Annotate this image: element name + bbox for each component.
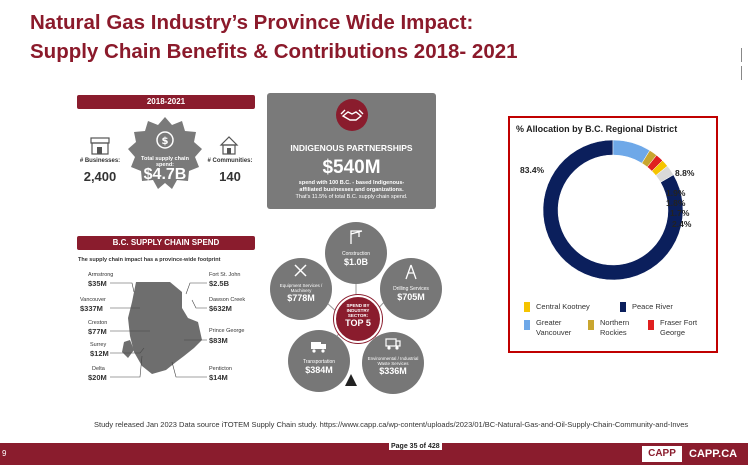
data-label-peace-river: 83.4% [520,165,545,175]
svg-text:$: $ [162,136,169,147]
center-line-3: SECTOR: [347,313,369,318]
spend-value: $4.7B [143,166,187,183]
businesses-value: 2,400 [83,169,117,184]
center-line-2: INDUSTRY [346,308,370,313]
data-label-other: 2.4% [672,219,692,229]
indigenous-line-2: affiliated businesses and organizations. [299,187,404,193]
indigenous-title: INDIGENOUS PARTNERSHIPS [290,143,413,153]
center-top: TOP 5 [345,318,371,328]
capp-site: CAPP.CA [689,448,738,460]
communities-label: # Communities: [207,158,253,164]
data-label-greater-vancouver: 8.8% [675,168,695,178]
legend-swatch-northern-rockies [588,320,594,330]
slide-number: 9 [2,449,7,458]
region-value: $20M [88,373,107,382]
region-value: $12M [90,349,109,358]
sector-label: Construction [341,251,371,257]
sector-label: Environmental / Industrial Waste Service… [367,356,419,366]
data-label-fraser-fort-george: 1.8% [666,198,686,208]
page-indicator: Page 35 of 428 [389,443,442,450]
store-icon [90,137,110,155]
waste-truck-icon [385,338,401,350]
houses-icon [219,136,239,155]
period-banner: 2018-2021 [77,95,255,109]
sector-bubble-equipment: Equipment Services / Machinery $778M [270,258,332,320]
slide-title: Natural Gas Industry’s Province Wide Imp… [30,8,518,66]
sector-label: Equipment Services / Machinery [279,283,323,293]
title-line-2: Supply Chain Benefits & Contributions 20… [30,40,518,63]
donut-slice-peace-river [542,139,684,281]
sector-value: $1.0B [343,257,369,267]
legend-label-greater-vancouver: Greater Vancouver [536,318,572,337]
legend-label-fraser-fort-george: Fraser Fort George [660,318,698,337]
sector-value: $384M [305,365,333,375]
source-footnote: Study released Jan 2023 Data source iTOT… [94,420,689,429]
legend-label-peace-river: Peace River [632,302,673,311]
region-label: Creston [88,320,108,326]
legend-swatch-greater-vancouver [524,320,530,330]
legend-swatch-peace-river [620,302,626,312]
data-label-central-kootney: 1.7% [670,208,690,218]
legend-label-northern-rockies: Northern Rockies [600,318,630,337]
region-label: Surrey [90,342,107,348]
region-label: Delta [92,366,105,372]
chart-title: % Allocation by B.C. Regional District [516,124,678,134]
sector-bubble-environmental: Environmental / Industrial Waste Service… [362,332,424,394]
sector-bubble-transportation: Transportation $384M [288,330,350,392]
region-value: $83M [209,336,228,345]
wrench-icon [294,264,307,277]
sector-label: Drilling Services [393,286,429,292]
region-label: Armstrong [88,272,114,278]
donut-chart [542,139,684,281]
data-label-northern-rockies: 1.9% [666,188,686,198]
sector-value: $778M [287,293,315,303]
indigenous-line-1: spend with 100 B.C. - based Indigenous- [298,180,405,186]
crane-icon [350,230,363,244]
oil-derrick-icon [345,374,357,386]
region-label: Penticton [209,366,232,372]
window-edge-marker [741,66,748,80]
region-label: Prince George [209,328,245,334]
legend-label-central-kootney: Central Kootney [536,302,590,311]
supply-chain-banner: B.C. SUPPLY CHAIN SPEND [77,236,255,250]
center-line-1: SPEND BY [346,303,370,308]
allocation-chart: % Allocation by B.C. Regional District 8… [508,116,718,353]
region-value: $14M [209,373,228,382]
spend-badge: $ [128,117,202,189]
sector-bubble-construction: Construction $1.0B [325,222,387,284]
supply-chain-subtitle: The supply chain impact has a province-w… [78,257,221,263]
sector-bubble-drilling: Drilling Services $705M [380,258,442,320]
region-label: Fort St. John [209,272,241,278]
donut-slice-other [655,165,674,183]
sector-center-badge: SPEND BY INDUSTRY SECTOR: TOP 5 [334,295,382,343]
region-label: Vancouver [80,297,106,303]
indigenous-value: $540M [322,157,381,178]
legend-swatch-central-kootney [524,302,530,312]
region-value: $632M [209,304,232,313]
truck-icon [311,342,326,353]
indigenous-panel: INDIGENOUS PARTNERSHIPS $540M spend with… [267,93,436,209]
handshake-icon [336,99,368,131]
indigenous-line-3: That's 11.5% of total B.C. supply chain … [295,194,408,200]
region-value: $2.5B [209,279,230,288]
sector-value: $705M [397,292,425,302]
drilling-rig-icon [405,264,417,280]
region-value: $77M [88,327,107,336]
footer-bar [0,443,748,465]
region-value: $35M [88,279,107,288]
spend-label: Total supply chain spend: [141,156,189,168]
businesses-label: # Businesses: [79,158,121,164]
title-line-1: Natural Gas Industry’s Province Wide Imp… [30,11,474,34]
sector-value: $336M [379,366,407,376]
window-edge-marker [741,48,748,62]
region-value: $337M [80,304,103,313]
capp-logo: CAPP [642,446,682,462]
communities-value: 140 [219,169,241,184]
sector-label: Transportation [302,359,336,365]
region-label: Dawson Creek [209,297,246,303]
bc-map-icon [122,282,202,374]
legend-swatch-fraser-fort-george [648,320,654,330]
